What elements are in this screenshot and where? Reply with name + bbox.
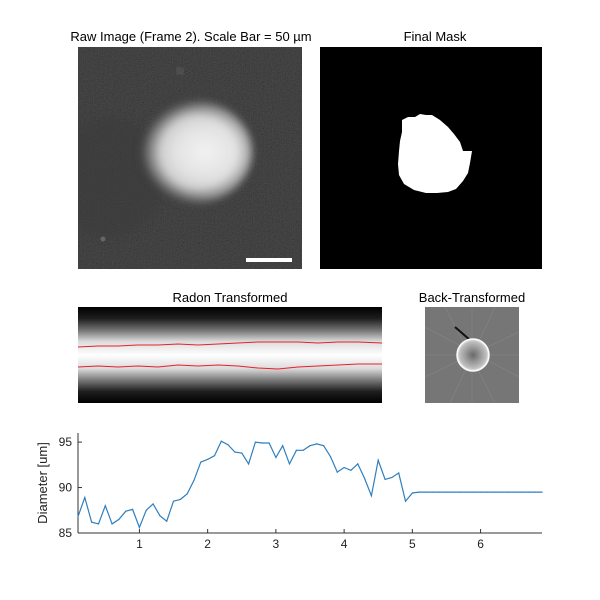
data-point-62 <box>500 491 502 493</box>
data-point-2 <box>91 521 93 523</box>
x-tick-label-4: 5 <box>409 537 416 551</box>
data-point-51 <box>425 491 427 493</box>
data-point-47 <box>398 472 400 474</box>
y-tick-label-2: 95 <box>59 435 73 449</box>
data-point-13 <box>166 520 168 522</box>
data-point-26 <box>254 441 257 443</box>
data-point-65 <box>520 491 523 493</box>
raw-image-title: Raw Image (Frame 2). Scale Bar = 50 µm <box>70 29 312 44</box>
final-mask <box>320 47 542 269</box>
data-point-30 <box>282 445 284 447</box>
data-point-43 <box>370 495 373 497</box>
data-point-33 <box>302 449 304 451</box>
data-point-15 <box>179 498 181 500</box>
radon-upper-edge <box>78 341 382 348</box>
data-point-42 <box>363 477 366 480</box>
data-point-34 <box>309 445 311 447</box>
data-point-54 <box>445 491 448 493</box>
x-tick-label-1: 2 <box>204 537 211 551</box>
radon-transform <box>78 307 382 403</box>
data-point-21 <box>220 440 222 442</box>
data-point-44 <box>377 459 379 461</box>
data-point-5 <box>111 523 113 525</box>
data-point-53 <box>439 491 441 493</box>
data-point-18 <box>200 461 202 463</box>
data-point-6 <box>118 518 120 520</box>
x-tick-label-5: 6 <box>477 537 484 551</box>
data-point-57 <box>466 491 468 493</box>
data-point-7 <box>125 510 127 512</box>
data-point-17 <box>193 479 195 481</box>
x-tick-label-0: 1 <box>136 537 143 551</box>
data-point-19 <box>207 458 209 460</box>
data-point-11 <box>152 503 154 505</box>
data-point-50 <box>418 491 420 493</box>
data-point-29 <box>275 456 277 459</box>
x-tick-label-2: 3 <box>273 537 280 551</box>
data-point-67 <box>534 491 536 493</box>
data-point-39 <box>343 466 345 469</box>
data-point-64 <box>514 491 516 493</box>
data-point-20 <box>213 455 216 457</box>
data-point-38 <box>336 471 338 473</box>
back-transformed-cell <box>456 338 490 372</box>
data-point-14 <box>172 500 175 502</box>
data-point-28 <box>268 442 270 444</box>
data-point-27 <box>261 442 263 444</box>
data-point-4 <box>104 505 106 507</box>
data-point-60 <box>486 491 489 493</box>
data-point-55 <box>452 491 454 493</box>
data-point-0 <box>77 516 79 518</box>
data-point-59 <box>479 491 482 493</box>
data-point-3 <box>97 523 100 525</box>
data-point-32 <box>295 449 297 451</box>
data-point-63 <box>507 491 509 493</box>
data-point-58 <box>473 491 475 493</box>
scale-bar <box>246 258 292 262</box>
raw-image <box>78 47 302 269</box>
x-tick-label-3: 4 <box>341 537 348 551</box>
data-point-66 <box>527 491 529 493</box>
data-point-16 <box>186 493 188 495</box>
back-transformed <box>425 307 519 403</box>
data-point-41 <box>357 463 359 465</box>
y-axis-label: Diameter [um] <box>35 442 50 524</box>
final-mask-title: Final Mask <box>403 29 467 44</box>
y-tick-label-0: 85 <box>59 526 73 540</box>
data-point-12 <box>159 515 161 517</box>
data-point-22 <box>227 444 229 446</box>
data-point-35 <box>316 443 318 445</box>
data-point-56 <box>459 491 461 493</box>
data-point-68 <box>541 491 543 493</box>
data-point-24 <box>241 452 243 454</box>
data-point-49 <box>411 492 413 494</box>
data-point-25 <box>247 463 250 465</box>
data-point-45 <box>384 478 386 480</box>
data-point-52 <box>432 491 434 493</box>
diameter-chart: 1 2 3 4 5 6 85 90 95 Diameter [um] <box>0 425 600 600</box>
mask-blob <box>398 114 472 193</box>
back-transformed-title: Back-Transformed <box>418 290 526 305</box>
radon-title: Radon Transformed <box>172 290 288 305</box>
y-tick-label-1: 90 <box>59 481 73 495</box>
data-point-23 <box>234 451 236 453</box>
data-point-31 <box>288 463 291 465</box>
data-point-48 <box>404 500 407 502</box>
data-point-37 <box>329 456 332 458</box>
radon-lower-edge <box>78 363 382 370</box>
data-point-46 <box>391 476 393 479</box>
data-point-36 <box>323 445 325 447</box>
data-point-40 <box>350 469 352 471</box>
series-line-0 <box>77 440 542 530</box>
data-point-9 <box>138 526 141 529</box>
data-point-8 <box>131 508 134 510</box>
data-point-61 <box>493 491 495 493</box>
data-point-1 <box>84 496 86 499</box>
data-point-10 <box>145 509 147 511</box>
